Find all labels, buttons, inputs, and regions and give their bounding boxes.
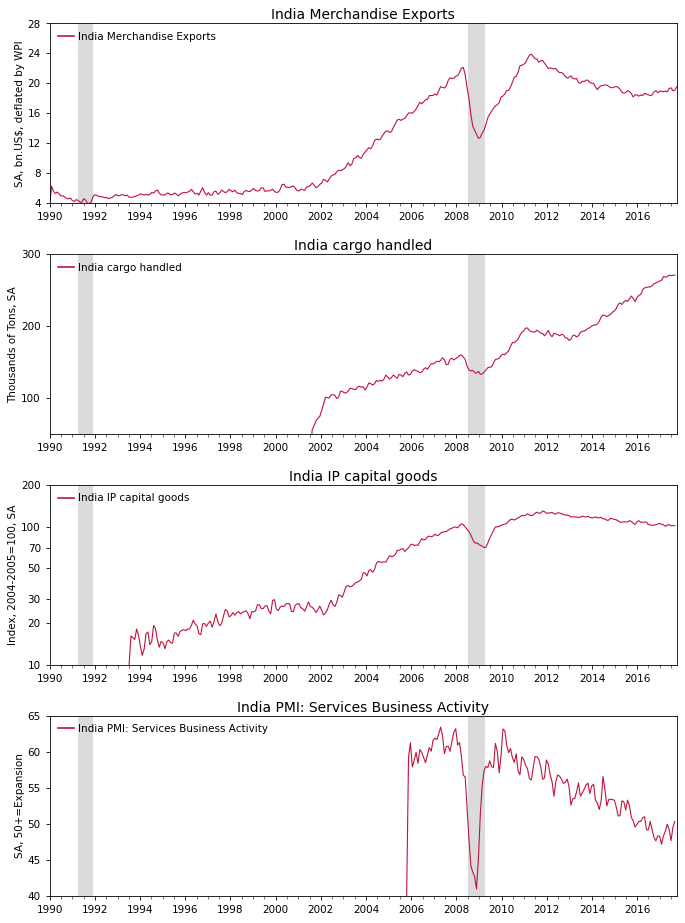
Bar [468, 485, 485, 665]
Title: India PMI: Services Business Activity: India PMI: Services Business Activity [237, 701, 489, 714]
Bar [468, 715, 485, 895]
Bar [78, 254, 93, 434]
Bar [468, 254, 485, 434]
Legend: India cargo handled: India cargo handled [55, 259, 185, 276]
Legend: India PMI: Services Business Activity: India PMI: Services Business Activity [55, 721, 271, 737]
Bar [78, 485, 93, 665]
Y-axis label: Thousands of Tons, SA: Thousands of Tons, SA [8, 286, 18, 402]
Bar [78, 715, 93, 895]
Y-axis label: SA, 50+=Expansion: SA, 50+=Expansion [14, 753, 25, 858]
Legend: India IP capital goods: India IP capital goods [55, 490, 192, 507]
Title: India Merchandise Exports: India Merchandise Exports [271, 8, 455, 22]
Y-axis label: Index, 2004-2005=100, SA: Index, 2004-2005=100, SA [8, 505, 18, 645]
Legend: India Merchandise Exports: India Merchandise Exports [55, 29, 219, 45]
Bar [78, 23, 93, 203]
Title: India IP capital goods: India IP capital goods [289, 470, 438, 484]
Bar [468, 23, 485, 203]
Y-axis label: SA, bn.US$, deflated by WPI: SA, bn.US$, deflated by WPI [14, 40, 25, 186]
Title: India cargo handled: India cargo handled [294, 239, 432, 253]
